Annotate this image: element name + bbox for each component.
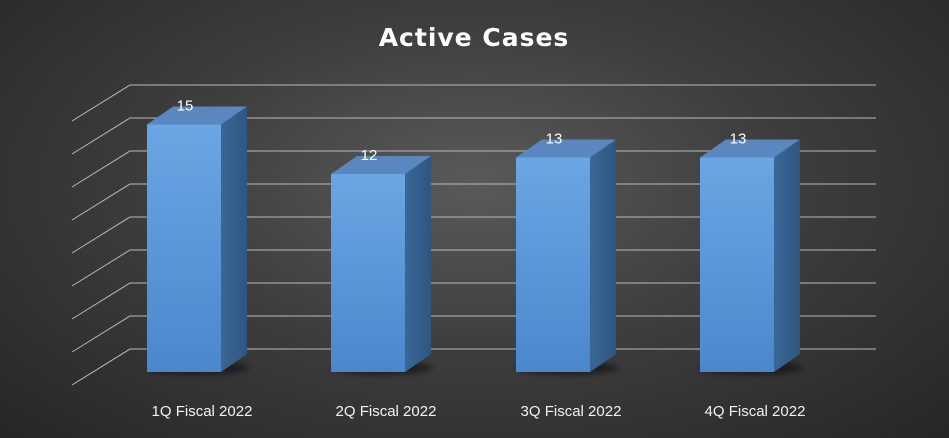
gridline [71,117,876,155]
gridline [71,216,876,254]
bar-side [221,106,247,372]
chart-title: Active Cases [379,23,570,52]
bar-top [331,156,431,174]
gridline [71,282,876,320]
bar-top [700,139,800,158]
bar-front [147,124,221,372]
bar-top [147,106,247,125]
bar-side [590,139,616,372]
bar-front [331,174,405,372]
gridline [71,348,876,386]
data-label: 12 [361,147,378,164]
category-label: 1Q Fiscal 2022 [152,403,253,420]
data-label: 13 [546,131,563,148]
bar [516,139,618,375]
bar-top [516,139,616,158]
gridline [71,183,876,221]
bars [147,106,802,375]
bar [147,106,249,375]
bar-side [774,139,800,372]
bar [331,156,433,375]
data-label: 15 [177,98,194,115]
category-label: 3Q Fiscal 2022 [521,403,622,420]
gridline [71,84,876,122]
category-label: 4Q Fiscal 2022 [705,403,806,420]
gridline [71,249,876,287]
bar-front [700,157,774,372]
gridlines [71,84,876,386]
gridline [71,150,876,188]
gridline [71,315,876,353]
labels: 15 1Q Fiscal 2022 12 2Q Fiscal 2022 13 3Q Fis… [152,98,806,421]
bar-front [516,157,590,372]
category-label: 2Q Fiscal 2022 [336,403,437,420]
bar-side [405,156,431,372]
data-label: 13 [730,131,747,148]
bar [700,139,802,375]
